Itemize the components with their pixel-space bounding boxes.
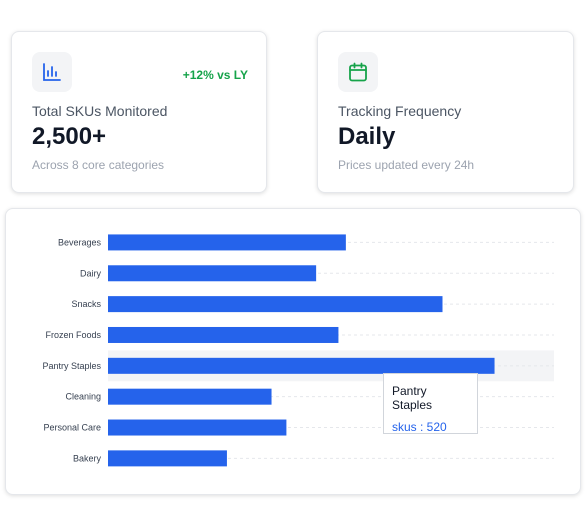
category-label: Personal Care	[43, 423, 101, 433]
sku-category-chart: Beverages Dairy Snacks Frozen Foods Pantry S…	[5, 208, 581, 495]
category-label: Frozen Foods	[45, 330, 101, 340]
bar[interactable]	[108, 388, 272, 405]
bar-chart-canvas: Beverages Dairy Snacks Frozen Foods Pantry S…	[42, 234, 554, 467]
bar-chart-icon	[32, 52, 72, 92]
category-label: Snacks	[71, 299, 101, 309]
chart-tooltip: Pantry Staples skus : 520	[383, 373, 478, 434]
bar[interactable]	[108, 234, 346, 251]
category-label: Dairy	[80, 268, 102, 278]
tooltip-value: skus : 520	[392, 420, 447, 434]
stat-subtext: Across 8 core categories	[32, 158, 165, 172]
stat-label: Tracking Frequency	[338, 103, 462, 119]
bar[interactable]	[108, 296, 443, 313]
tracking-frequency-card: Tracking Frequency Daily Prices updated …	[317, 31, 574, 193]
bar[interactable]	[108, 357, 495, 374]
trend-badge: +12% vs LY	[182, 68, 248, 82]
category-label: Bakery	[73, 453, 102, 463]
total-skus-card: +12% vs LY Total SKUs Monitored 2,500+ A…	[11, 31, 267, 193]
bar[interactable]	[108, 265, 317, 282]
stat-value: Daily	[338, 123, 396, 150]
stat-label: Total SKUs Monitored	[32, 103, 168, 119]
bar[interactable]	[108, 326, 339, 343]
category-label: Cleaning	[65, 392, 101, 402]
bar[interactable]	[108, 450, 227, 467]
tooltip-title: Pantry Staples	[392, 384, 433, 412]
category-label: Beverages	[58, 237, 102, 247]
stat-value: 2,500+	[32, 123, 107, 150]
calendar-icon	[338, 52, 378, 92]
bar[interactable]	[108, 419, 287, 436]
category-label: Pantry Staples	[42, 361, 101, 371]
stat-subtext: Prices updated every 24h	[338, 158, 475, 172]
